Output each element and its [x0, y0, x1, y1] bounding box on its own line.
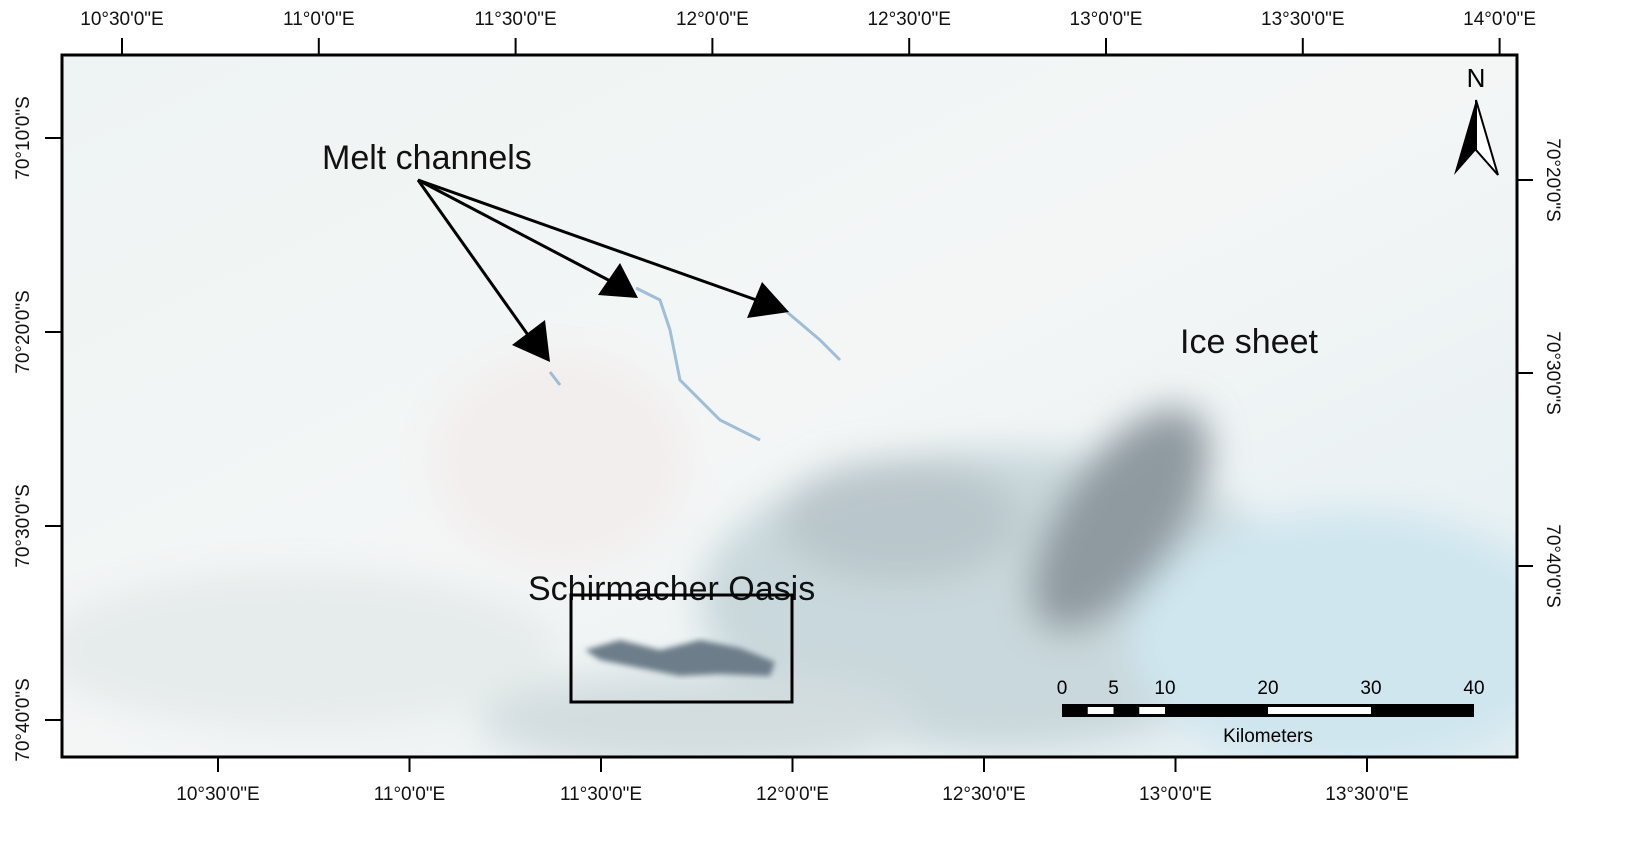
tick-label: 70°20'0"S	[1542, 138, 1563, 221]
label: Ice sheet	[1180, 323, 1319, 361]
tick-label: 11°30'0"E	[475, 9, 557, 30]
scale-bar-segment	[1088, 707, 1114, 714]
scale-bar-segment	[1139, 707, 1165, 714]
tick-label: 10°30'0"E	[176, 784, 259, 805]
scale-unit: Kilometers	[1223, 726, 1313, 747]
tick-label: 13°30'0"E	[1325, 784, 1408, 805]
tick-label: 70°40'0"S	[13, 678, 34, 761]
scale-label: 40	[1463, 678, 1484, 699]
tick-label: 70°10'0"S	[13, 96, 34, 179]
tick-label: 12°0'0"E	[756, 784, 829, 805]
scale-label: 5	[1108, 678, 1119, 699]
tick-label: 11°30'0"E	[560, 784, 642, 805]
tick-label: 12°0'0"E	[676, 9, 749, 30]
tick-label: 14°0'0"E	[1463, 9, 1536, 30]
scale-label: 20	[1257, 678, 1278, 699]
tick-label: 12°30'0"E	[942, 784, 1025, 805]
tick-label: 70°20'0"S	[13, 290, 34, 373]
tick-label: 11°0'0"E	[283, 9, 355, 30]
tick-label: 70°30'0"S	[13, 484, 34, 567]
tick-label: 13°0'0"E	[1139, 784, 1212, 805]
tick-label: 70°30'0"S	[1542, 331, 1563, 414]
tick-label: 12°30'0"E	[867, 9, 950, 30]
scale-label: 0	[1057, 678, 1068, 699]
scale-bar-segment	[1268, 707, 1371, 714]
tick-label: 11°0'0"E	[374, 784, 446, 805]
tick-label: 10°30'0"E	[80, 9, 163, 30]
imagery	[40, 55, 1570, 770]
tick-label: 13°30'0"E	[1261, 9, 1344, 30]
tick-label: 13°0'0"E	[1070, 9, 1143, 30]
scale-label: 30	[1360, 678, 1381, 699]
north-label: N	[1467, 63, 1486, 93]
map: Melt channels Ice sheet Schirmacher Oasi…	[0, 0, 1641, 843]
scale-label: 10	[1154, 678, 1175, 699]
label: Melt channels	[322, 139, 532, 177]
tick-label: 70°40'0"S	[1542, 524, 1563, 607]
